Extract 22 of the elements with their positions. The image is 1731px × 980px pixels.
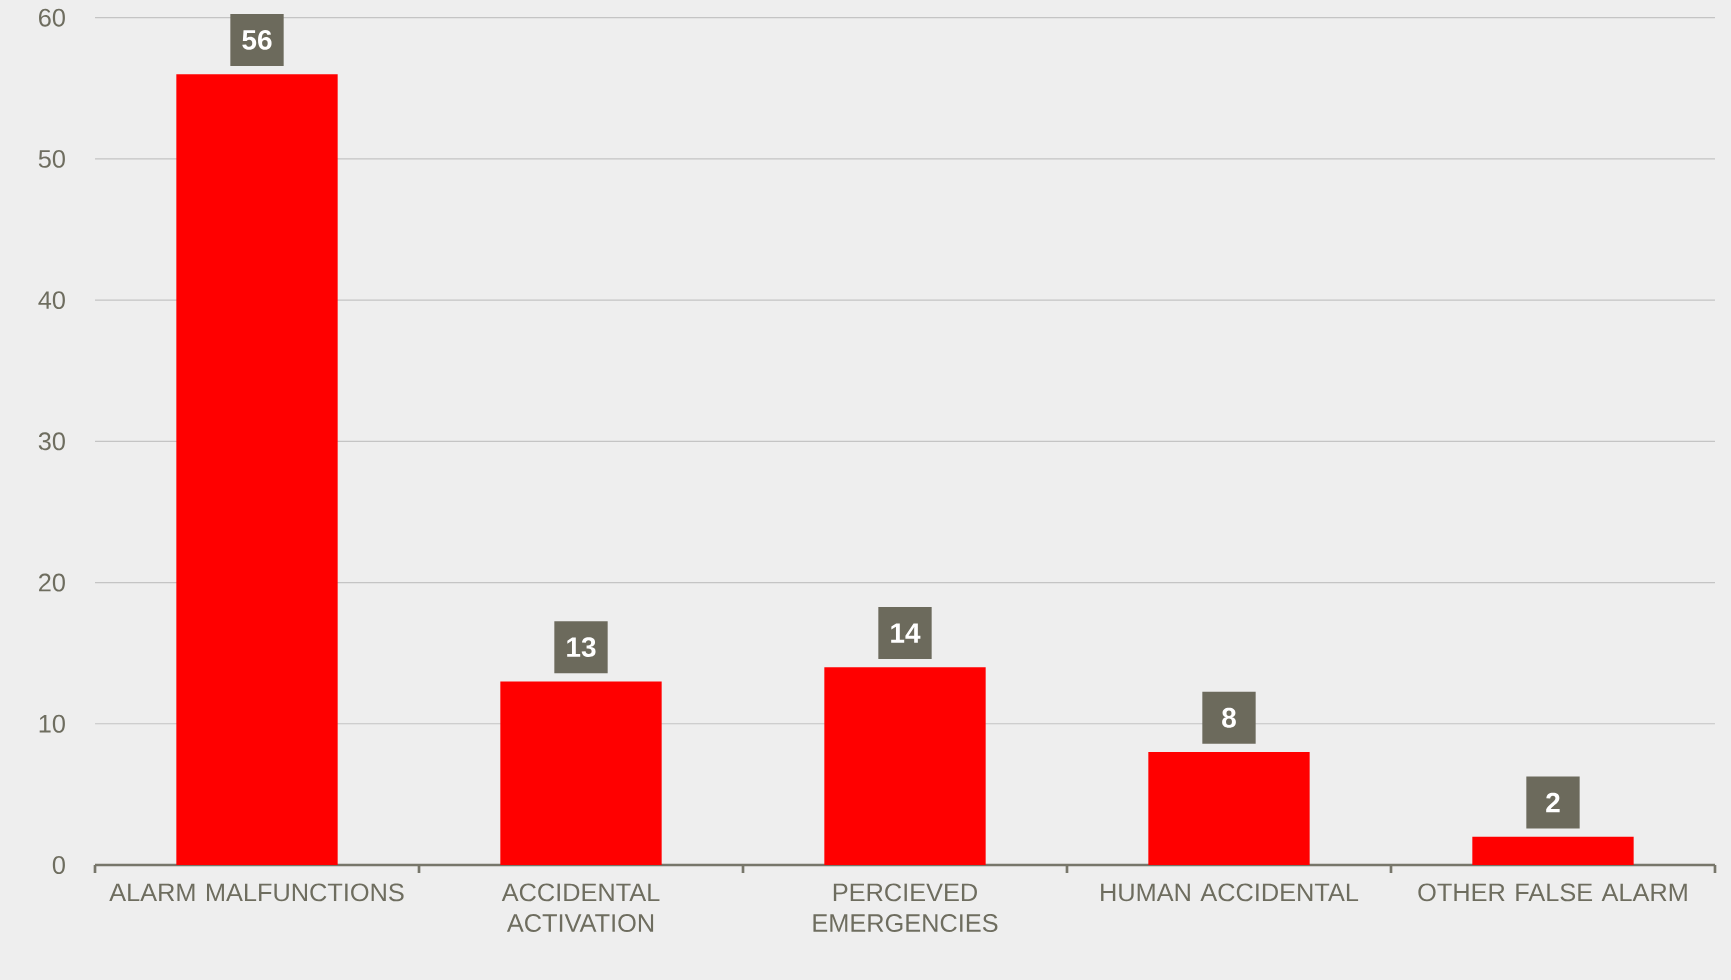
y-tick-label: 40 bbox=[38, 291, 65, 310]
y-tick-label: 30 bbox=[38, 432, 65, 451]
y-tick-label: 50 bbox=[38, 149, 65, 168]
bar bbox=[500, 681, 662, 865]
data-label: 14 bbox=[891, 623, 921, 643]
bar bbox=[1148, 752, 1310, 865]
bar bbox=[176, 74, 338, 865]
data-label: 8 bbox=[1222, 707, 1236, 728]
bar bbox=[1472, 836, 1634, 865]
x-tick-label: ALARM MALFUNCTIONS bbox=[109, 883, 404, 902]
y-tick-label: 20 bbox=[39, 573, 65, 592]
data-label: 13 bbox=[567, 637, 596, 658]
x-tick-label: HUMAN ACCIDENTAL bbox=[1101, 883, 1359, 902]
bar bbox=[824, 667, 986, 865]
x-tick-label: PERCIEVED EMERGENCIES bbox=[813, 883, 998, 932]
data-label: 2 bbox=[1546, 792, 1560, 813]
y-tick-label: 60 bbox=[39, 8, 65, 27]
y-tick-label: 0 bbox=[52, 856, 65, 874]
data-label: 56 bbox=[242, 29, 272, 50]
y-tick-label: 10 bbox=[39, 714, 65, 733]
x-tick-label: OTHER FALSE ALARM bbox=[1418, 883, 1687, 902]
x-tick-label: ACCIDENTAL ACTIVATION bbox=[501, 883, 660, 932]
